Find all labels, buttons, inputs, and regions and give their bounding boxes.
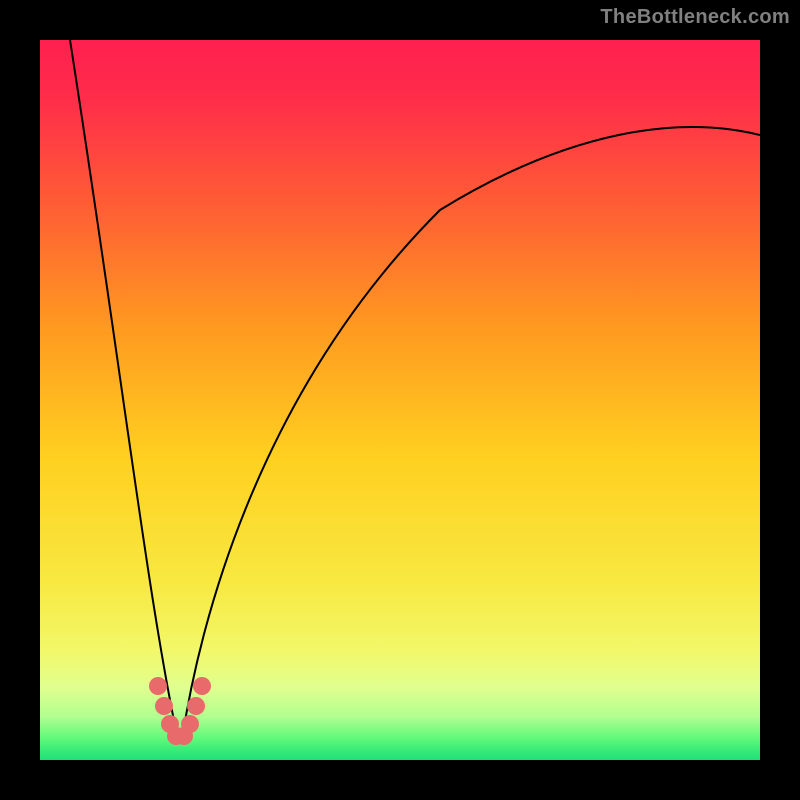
valley-dot — [155, 697, 173, 715]
valley-dot — [149, 677, 167, 695]
valley-dot — [193, 677, 211, 695]
figure-container: TheBottleneck.com — [0, 0, 800, 800]
plot-area — [40, 40, 760, 760]
watermark-text: TheBottleneck.com — [600, 6, 790, 29]
gradient-background — [40, 40, 760, 760]
valley-dot — [181, 715, 199, 733]
chart-svg — [40, 40, 760, 760]
valley-dot — [187, 697, 205, 715]
